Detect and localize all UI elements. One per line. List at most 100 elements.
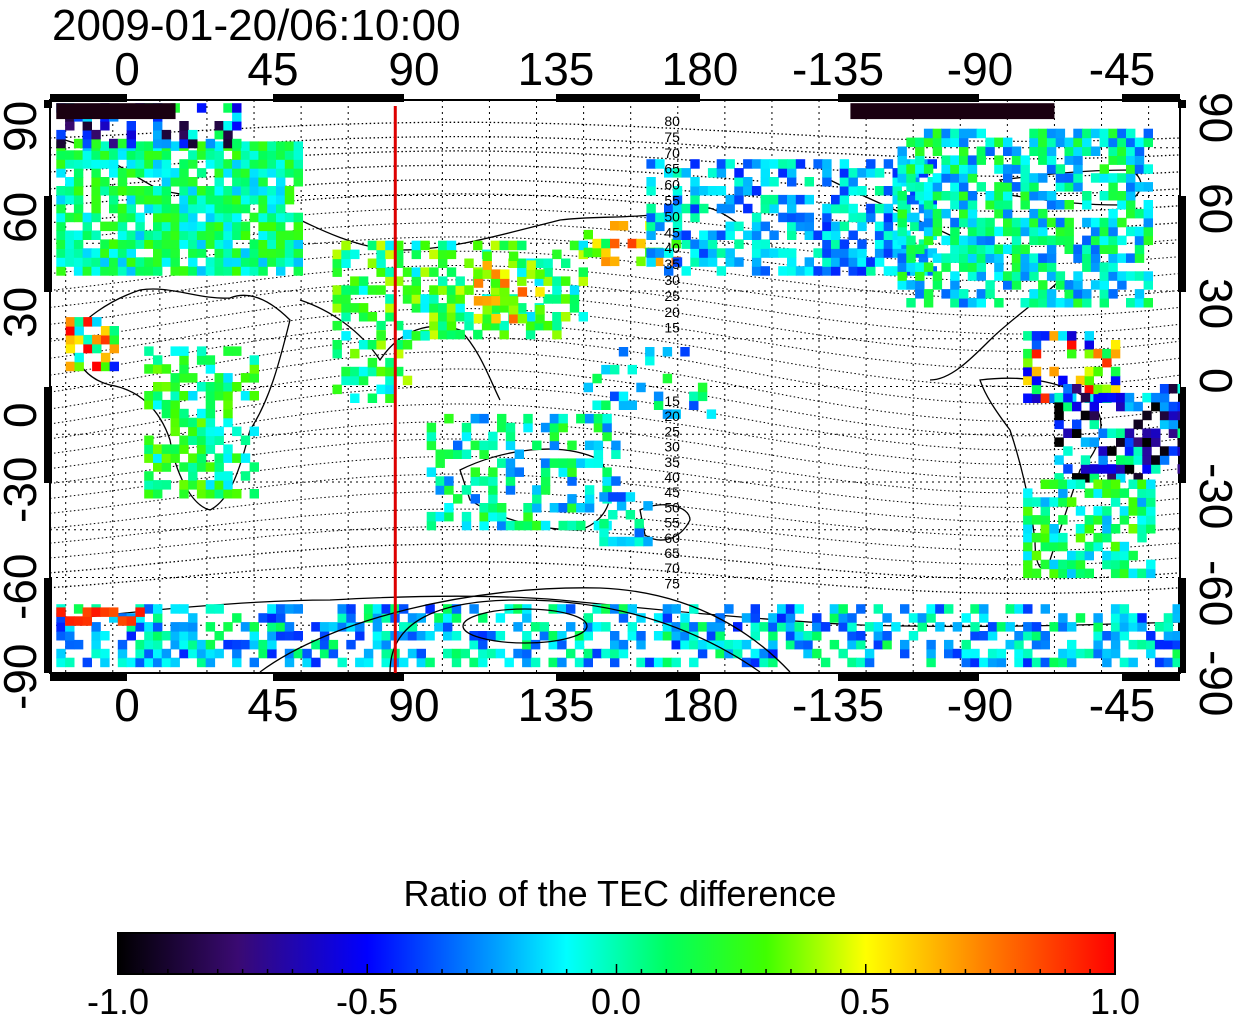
- tec-pixel: [787, 221, 797, 232]
- tec-pixel: [941, 155, 951, 165]
- tec-pixel: [1151, 428, 1161, 438]
- tec-pixel: [813, 230, 823, 240]
- contour-label: 40: [664, 469, 680, 485]
- tec-pixel: [267, 186, 277, 196]
- tec-pixel: [1084, 524, 1094, 534]
- tec-pixel: [514, 520, 524, 531]
- tec-pixel: [223, 480, 233, 490]
- tec-pixel: [117, 648, 128, 659]
- magnetic-latitude-contour: [50, 293, 1180, 353]
- tec-pixel: [1020, 226, 1030, 237]
- tec-pixel: [961, 657, 971, 668]
- tec-pixel: [455, 329, 465, 340]
- tec-pixel: [170, 266, 180, 276]
- tec-pixel: [153, 355, 163, 365]
- tec-pixel: [311, 639, 321, 650]
- tec-pixel: [847, 613, 857, 623]
- tec-pixel: [690, 248, 700, 258]
- tec-pixel: [787, 212, 797, 223]
- tec-pixel: [1142, 446, 1152, 456]
- tec-pixel: [1163, 631, 1174, 641]
- tec-pixel: [1058, 479, 1068, 489]
- contour-label: 75: [664, 575, 680, 591]
- tec-pixel: [959, 253, 969, 263]
- tec-pixel: [267, 141, 277, 151]
- tec-pixel: [1046, 137, 1057, 148]
- tec-pixel: [376, 320, 386, 331]
- tec-pixel: [205, 364, 216, 374]
- tec-pixel: [1031, 515, 1042, 525]
- tec-pixel: [558, 503, 568, 513]
- tec-pixel: [482, 296, 492, 306]
- tec-pixel: [394, 276, 404, 286]
- tec-pixel: [1116, 437, 1126, 447]
- tec-pixel: [332, 294, 342, 304]
- tec-pixel: [1055, 182, 1066, 192]
- tec-pixel: [438, 329, 448, 340]
- tec-pixel: [1099, 173, 1109, 183]
- tec-pixel: [367, 285, 378, 295]
- tec-pixel: [618, 613, 629, 623]
- tec-pixel: [446, 294, 457, 304]
- tec-pixel: [915, 155, 925, 165]
- tec-pixel: [100, 257, 110, 267]
- tec-pixel: [223, 221, 233, 232]
- tec-pixel: [734, 239, 744, 249]
- tec-pixel: [959, 208, 969, 219]
- tec-pixel: [332, 267, 342, 277]
- tec-pixel: [232, 489, 242, 499]
- tec-pixel: [179, 266, 189, 276]
- tec-pixel: [664, 203, 674, 214]
- tec-pixel: [491, 278, 501, 288]
- magnetic-latitude-contour: [50, 543, 1180, 580]
- tec-pixel: [1003, 182, 1013, 192]
- tec-pixel: [144, 489, 154, 499]
- tec-pixel: [950, 298, 960, 308]
- tec-pixel: [897, 262, 907, 272]
- tec-pixel: [627, 400, 637, 410]
- tec-pixel: [994, 191, 1004, 201]
- tec-pixel: [1128, 506, 1138, 516]
- tec-pixel: [662, 613, 673, 623]
- tec-pixel: [1168, 419, 1179, 430]
- tec-pixel: [1117, 155, 1127, 165]
- tec-pixel: [1038, 280, 1048, 290]
- tec-pixel: [293, 257, 303, 267]
- tec-pixel: [482, 251, 492, 261]
- tec-pixel: [532, 494, 542, 504]
- tec-pixel: [1082, 200, 1092, 210]
- tec-pixel: [196, 221, 207, 232]
- tec-pixel: [1040, 393, 1050, 403]
- tec-pixel: [976, 253, 986, 263]
- tec-pixel: [985, 200, 995, 210]
- tec-pixel: [1023, 348, 1033, 359]
- tec-pixel: [179, 639, 189, 650]
- tec-pixel: [1005, 639, 1015, 650]
- tec-pixel: [1005, 622, 1015, 632]
- tec-pixel: [967, 217, 978, 228]
- tec-pixel: [1099, 226, 1109, 237]
- tec-pixel: [91, 622, 101, 632]
- tec-pixel: [1110, 559, 1121, 570]
- tec-pixel: [293, 168, 303, 178]
- tec-pixel: [1082, 289, 1092, 299]
- tec-pixel: [1099, 271, 1109, 281]
- tec-pixel: [1046, 244, 1057, 254]
- tec-pixel: [1023, 622, 1033, 632]
- tec-pixel: [205, 639, 216, 650]
- tec-pixel: [1110, 622, 1121, 632]
- tec-pixel: [376, 240, 386, 251]
- tec-pixel: [170, 399, 180, 410]
- tec-pixel: [1023, 550, 1033, 561]
- tec-pixel: [455, 312, 465, 322]
- tec-pixel: [1029, 182, 1039, 192]
- tec-pixel: [258, 141, 268, 151]
- tec-pixel: [1117, 200, 1127, 210]
- tec-pixel: [578, 276, 588, 286]
- tec-pixel: [1089, 401, 1099, 412]
- tec-pixel: [135, 159, 145, 169]
- tec-pixel: [117, 177, 128, 187]
- tec-pixel: [1146, 559, 1156, 570]
- tec-pixel: [829, 613, 840, 623]
- right-tick-label: 30: [1190, 278, 1240, 330]
